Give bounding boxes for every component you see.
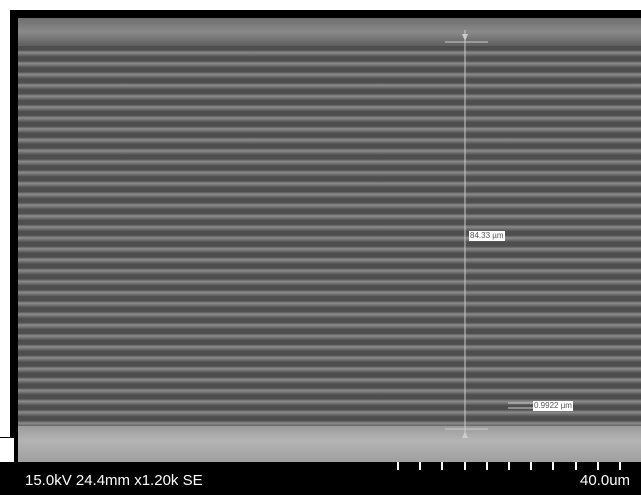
- sem-screen: S 84.33 µm 0.9922 µm 15.0kV 24.4mm x1.20…: [0, 0, 641, 495]
- arrow-top: [462, 34, 468, 41]
- arrow-bottom: [462, 431, 468, 438]
- info-bar: 15.0kV 24.4mm x1.20k SE 40.0um: [0, 462, 641, 495]
- pitch-label: 0.9922 µm: [533, 401, 573, 411]
- micrograph: 84.33 µm 0.9922 µm: [18, 18, 641, 462]
- conditions: 15.0kV 24.4mm x1.20k SE: [25, 472, 203, 489]
- scale-label: 40.0um: [580, 472, 630, 489]
- height-label: 84.33 µm: [469, 231, 505, 241]
- measure-overlay: [18, 18, 641, 462]
- margin-line: [0, 437, 14, 438]
